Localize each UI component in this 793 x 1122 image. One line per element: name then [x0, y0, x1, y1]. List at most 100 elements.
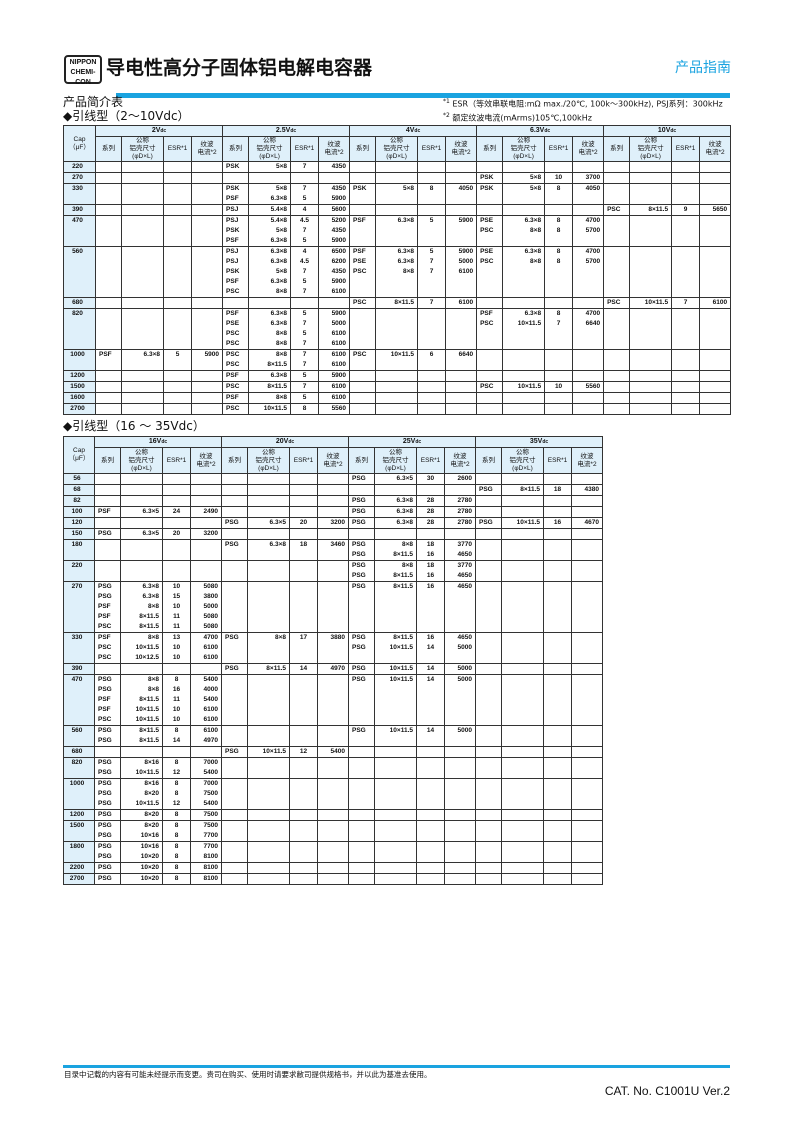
- esr-cell: [417, 308, 447, 350]
- ripple-value: [319, 705, 346, 715]
- size-value: [122, 748, 160, 757]
- cap-value: 82: [73, 497, 81, 504]
- table-row: 1500 PSG PSG 8×20 10×16 8 8 7500 7700: [63, 820, 603, 842]
- size-cell: [120, 495, 163, 507]
- ripple-cell: 5200 4350 5900: [318, 215, 351, 247]
- size-value: [249, 715, 287, 725]
- series-value: [353, 319, 375, 329]
- series-value: PSC: [226, 383, 240, 390]
- size-value: [376, 736, 414, 746]
- ripple-value: 2780: [457, 519, 472, 526]
- size-value: [503, 875, 541, 884]
- ripple-header: 纹波 电流*2: [317, 447, 349, 474]
- cap-value: 330: [71, 634, 83, 641]
- ripple-value: [573, 530, 600, 539]
- series-value: [607, 248, 629, 258]
- esr-value: 7: [556, 320, 561, 327]
- esr-value: [546, 339, 572, 349]
- size-cell: [502, 297, 546, 309]
- esr-value: [545, 843, 571, 853]
- ripple-value: [574, 360, 601, 370]
- ripple-value: [701, 257, 728, 267]
- ripple-cell: 3880: [317, 632, 349, 664]
- esr-cell: 10 15 10 11 11: [162, 581, 191, 633]
- size-cell: [501, 841, 544, 863]
- series-value: [353, 329, 375, 339]
- series-value: [99, 217, 121, 227]
- size-value: [123, 217, 161, 227]
- ripple-value: 5000: [457, 676, 472, 683]
- ripple-cell: [190, 495, 222, 507]
- series-cell: [603, 308, 631, 350]
- esr-value: [418, 759, 444, 769]
- ripple-value: 5900: [331, 237, 347, 244]
- esr-value: [545, 759, 571, 769]
- series-cell: PSG PSG PSF PSF PSC: [94, 674, 121, 726]
- esr-value: [545, 864, 571, 873]
- size-value: 10×11.5: [389, 665, 413, 672]
- size-cell: [374, 528, 417, 540]
- ripple-value: [701, 236, 728, 246]
- size-cell: [629, 349, 673, 371]
- size-value: 8×8: [530, 258, 542, 265]
- ripple-header-line: 纹波: [580, 452, 594, 460]
- cap-value: 1000: [69, 780, 85, 787]
- esr-value: [545, 571, 571, 581]
- series-cell: [95, 403, 122, 415]
- size-value: [376, 843, 414, 853]
- series-value: [607, 310, 629, 320]
- series-value: PSG: [98, 822, 112, 829]
- ripple-cell: 6100 6100: [318, 349, 351, 371]
- ripple-cell: [317, 862, 349, 874]
- ripple-value: [446, 622, 473, 632]
- esr-value: [419, 174, 445, 183]
- ripple-cell: 4700 5700: [572, 215, 605, 247]
- esr-cell: [544, 370, 574, 382]
- size-cell: 6.3×8: [374, 506, 417, 518]
- ripple-value: [574, 194, 601, 204]
- ripple-value: 7500: [203, 811, 218, 818]
- ripple-value: [192, 519, 219, 528]
- ripple-cell: 4700 6640: [572, 308, 605, 350]
- esr-value: 8: [556, 248, 561, 255]
- esr-value: [164, 665, 190, 674]
- cap-cell: 120: [63, 517, 95, 529]
- size-cell: [375, 204, 419, 216]
- cap-cell: 1800: [63, 841, 95, 863]
- series-value: [352, 852, 374, 862]
- ripple-cell: 5000: [444, 663, 476, 675]
- esr-value: [673, 185, 699, 195]
- size-value: 6.3×8: [143, 351, 160, 358]
- size-value: [376, 864, 414, 873]
- series-cell: PSF PSE PSC PSC: [222, 308, 250, 350]
- size-cell: [247, 560, 290, 582]
- size-value: 8×11.5: [394, 299, 415, 306]
- series-value: [479, 643, 501, 653]
- ripple-cell: [571, 663, 603, 675]
- esr-value: [418, 864, 444, 873]
- size-cell: 10×11.5: [374, 674, 417, 726]
- series-value: [225, 727, 247, 737]
- series-cell: PSC: [222, 403, 250, 415]
- size-value: [377, 405, 415, 414]
- esr-value: [545, 685, 571, 695]
- ripple-value: 5400: [203, 696, 218, 703]
- size-value: [503, 822, 541, 832]
- ripple-value: [447, 163, 474, 172]
- voltage-header: 10Vdc: [603, 125, 732, 137]
- esr-cell: [162, 560, 191, 582]
- voltage-value: 2V: [151, 127, 161, 134]
- esr-cell: [417, 204, 447, 216]
- esr-cell: [417, 370, 447, 382]
- series-header: 系列: [95, 136, 122, 162]
- size-value: 8×11.5: [139, 727, 159, 734]
- logo-line-1: NIPPON: [69, 59, 97, 66]
- size-cell: [374, 484, 417, 496]
- size-value: [504, 372, 542, 381]
- series-value: [480, 299, 502, 308]
- series-cell: PSK: [476, 172, 504, 184]
- esr-header: ESR*1: [289, 447, 318, 474]
- note-ripple-text: 额定纹波电流(mArms)105℃,100kHz: [452, 113, 592, 123]
- header-row-columns: 系列 公称 铝壳尺寸 (φD×L) ESR*1 纹波 电流*2 系列 公称 铝壳尺寸 (φD×L) E…: [64, 447, 603, 474]
- ripple-value: 5900: [331, 195, 347, 202]
